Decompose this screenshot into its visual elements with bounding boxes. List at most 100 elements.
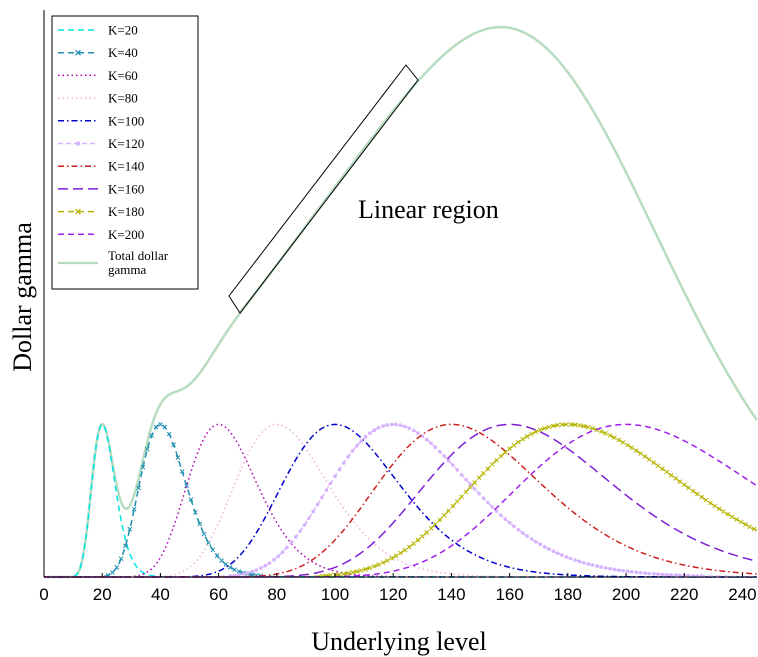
marker-k-180 — [725, 511, 731, 517]
marker-k-120 — [490, 505, 494, 509]
marker-k-40 — [192, 510, 198, 515]
marker-k-120 — [307, 516, 311, 521]
marker-k-120 — [337, 467, 342, 472]
marker-k-120 — [403, 424, 407, 429]
marker-k-120 — [398, 423, 403, 428]
legend-label-k-200: K=200 — [108, 227, 144, 242]
marker-k-120 — [320, 495, 324, 500]
marker-k-40 — [197, 521, 203, 527]
marker-k-180 — [385, 558, 390, 563]
marker-k-180 — [738, 519, 744, 525]
marker-k-120 — [678, 573, 682, 578]
marker-k-120 — [407, 426, 412, 430]
marker-k-120 — [411, 428, 416, 433]
legend-label-k-40: K=40 — [108, 45, 138, 60]
marker-k-120 — [359, 439, 364, 443]
marker-k-120 — [568, 556, 573, 561]
marker-k-180 — [607, 433, 613, 438]
marker-k-180 — [655, 463, 661, 469]
marker-k-180 — [664, 469, 670, 475]
series-k-20 — [44, 423, 757, 578]
marker-k-120 — [289, 540, 294, 545]
marker-k-120 — [608, 566, 612, 571]
marker-k-40 — [158, 422, 163, 427]
marker-k-180 — [572, 422, 578, 428]
marker-k-180 — [389, 555, 395, 561]
marker-k-180 — [494, 457, 499, 463]
marker-k-180 — [581, 423, 587, 429]
marker-k-120 — [263, 563, 267, 568]
marker-k-40 — [227, 565, 233, 570]
legend-marker-k-40 — [75, 49, 81, 56]
marker-k-120 — [625, 569, 630, 574]
marker-k-40 — [149, 433, 155, 438]
marker-k-180 — [559, 422, 565, 427]
marker-k-180 — [585, 424, 591, 430]
x-tick-label-180: 180 — [554, 585, 582, 604]
marker-k-40 — [118, 556, 124, 562]
marker-k-180 — [511, 442, 517, 448]
marker-k-180 — [507, 446, 512, 452]
marker-k-120 — [433, 445, 438, 450]
marker-k-120 — [542, 545, 547, 549]
linear-region-box — [228, 64, 419, 314]
marker-k-120 — [603, 566, 608, 570]
marker-k-40 — [210, 547, 216, 553]
series-line-k-160 — [44, 423, 758, 578]
marker-k-120 — [389, 422, 394, 427]
marker-k-120 — [350, 449, 355, 453]
x-tick-label-20: 20 — [93, 585, 112, 604]
marker-k-120 — [416, 431, 420, 435]
legend-label-k-60: K=60 — [108, 68, 138, 83]
marker-k-180 — [419, 534, 425, 539]
series-k-180 — [44, 422, 758, 579]
marker-k-180 — [598, 429, 604, 434]
legend-label-k-120: K=120 — [108, 136, 144, 151]
marker-k-180 — [703, 497, 709, 503]
marker-k-180 — [433, 521, 438, 527]
marker-k-120 — [616, 568, 621, 572]
legend-label-total: Total dollar gamma — [108, 248, 169, 277]
marker-k-40 — [114, 565, 120, 570]
marker-k-180 — [341, 571, 347, 577]
x-tick-label-220: 220 — [670, 585, 698, 604]
marker-k-120 — [529, 537, 534, 541]
marker-k-120 — [573, 558, 577, 562]
marker-k-120 — [315, 502, 320, 507]
marker-k-120 — [477, 491, 481, 496]
marker-k-120 — [538, 542, 542, 547]
marker-k-120 — [512, 524, 516, 529]
marker-k-40 — [214, 553, 220, 559]
marker-k-120 — [503, 517, 508, 521]
marker-k-120 — [599, 565, 604, 569]
marker-k-180 — [564, 422, 569, 427]
marker-k-40 — [236, 569, 242, 574]
marker-k-120 — [455, 468, 460, 472]
marker-k-180 — [406, 544, 412, 550]
marker-k-120 — [464, 477, 468, 482]
legend-label-k-100: K=100 — [108, 113, 144, 128]
marker-k-120 — [555, 551, 560, 556]
marker-k-180 — [694, 491, 700, 497]
marker-k-120 — [669, 573, 673, 577]
marker-k-180 — [472, 480, 478, 485]
legend-box — [51, 15, 199, 290]
marker-k-180 — [345, 570, 351, 576]
marker-k-40 — [123, 543, 128, 549]
marker-k-120 — [660, 572, 665, 577]
marker-k-120 — [250, 569, 254, 574]
marker-k-120 — [564, 555, 569, 559]
marker-k-180 — [415, 537, 421, 543]
marker-k-120 — [595, 564, 599, 568]
marker-k-120 — [302, 523, 307, 527]
marker-k-120 — [472, 487, 477, 491]
marker-k-120 — [547, 547, 551, 551]
marker-k-180 — [734, 517, 739, 522]
marker-k-40 — [166, 431, 172, 437]
marker-k-120 — [651, 572, 656, 576]
series-line-k-120 — [44, 423, 757, 578]
marker-k-120 — [381, 424, 385, 428]
marker-k-180 — [708, 500, 713, 506]
marker-k-180 — [337, 572, 342, 577]
